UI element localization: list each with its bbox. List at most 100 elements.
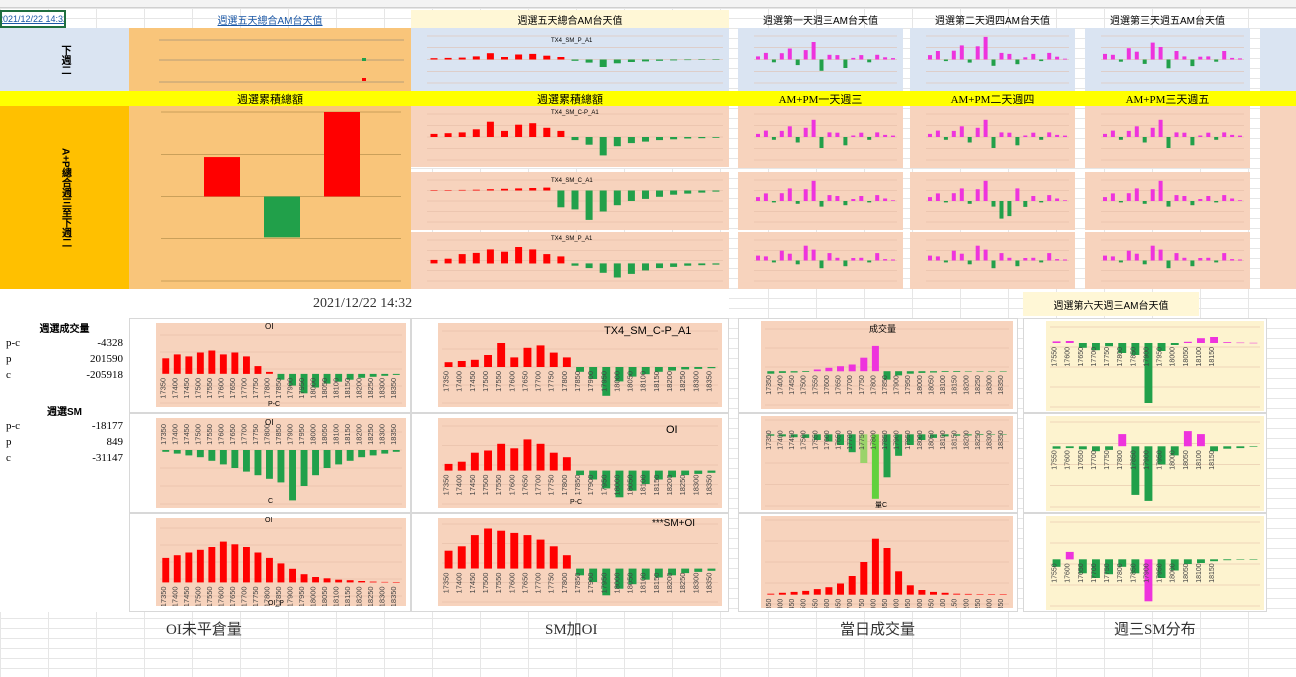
bar	[656, 59, 663, 61]
vol-c-chart: 17350 17400 17450 17500 17550 17600 17650 17700…	[738, 413, 1018, 513]
bar	[1039, 201, 1044, 203]
bar	[654, 470, 663, 480]
bar	[859, 132, 864, 137]
tick-label: 18100	[639, 475, 648, 496]
tick-label: 17900	[586, 475, 595, 496]
bar	[859, 196, 864, 201]
bar	[266, 371, 273, 374]
bar	[1126, 193, 1131, 201]
bar	[1047, 195, 1052, 201]
bar	[1182, 257, 1187, 261]
tick-label: 18250	[975, 375, 982, 395]
bar	[231, 450, 239, 468]
tick-label: 18200	[963, 375, 970, 395]
bar	[959, 45, 964, 60]
bar	[1105, 559, 1113, 575]
tick-label: 17400	[170, 586, 179, 606]
bar	[875, 132, 880, 137]
header-ampm3: AM+PM三天週五	[1125, 93, 1210, 106]
bar	[976, 434, 984, 435]
bar	[1222, 253, 1227, 261]
tick-label: 18200	[665, 371, 674, 392]
bar	[627, 263, 635, 274]
tick-label: 17900	[894, 599, 901, 608]
small-chart-cp-title: TX4_SM_C-P_A1	[551, 110, 599, 116]
wed-sm-chart-3: 17550 17600 17650 17700 17750 17800 17850 17900…	[1023, 513, 1267, 612]
bar	[668, 470, 676, 478]
bar	[1039, 260, 1044, 263]
bar	[543, 127, 551, 137]
stats-panel: 週選成交量 p-c -4328 p 201590 c -205918 週選SM p-c…	[0, 318, 129, 612]
ampm3-chart-c	[1085, 232, 1250, 289]
bar	[967, 137, 972, 143]
bar	[867, 201, 872, 203]
bar	[1190, 137, 1195, 146]
bar	[1170, 559, 1179, 571]
bar	[585, 190, 593, 220]
bar	[843, 59, 848, 68]
bar	[472, 189, 480, 191]
bar	[1158, 47, 1163, 60]
bar	[943, 59, 948, 62]
bar	[277, 563, 285, 583]
tick-label: 17600	[1065, 563, 1072, 583]
small-chart-p-top-svg	[427, 35, 723, 84]
header-day1: 週選第一天週三AM台天值	[763, 15, 878, 27]
bar	[802, 434, 810, 438]
header-day2: 週選第二天週四AM台天值	[935, 15, 1050, 27]
bar	[1214, 59, 1219, 62]
bar	[1047, 52, 1052, 60]
bar	[953, 434, 961, 436]
bar	[983, 36, 988, 60]
tick-label: 18250	[975, 430, 982, 450]
bar	[712, 59, 720, 60]
sm-pc-title: TX4_SM_C-P_A1	[604, 325, 692, 337]
tick-label: 18050	[1183, 450, 1190, 470]
bar	[486, 121, 494, 137]
tick-label: 18000	[612, 573, 621, 594]
tick-label: 18050	[626, 573, 635, 594]
bar	[335, 579, 343, 583]
bar	[813, 434, 821, 440]
bar	[486, 189, 494, 191]
tick-label: 18250	[366, 586, 375, 606]
tick-label: 18350	[998, 375, 1005, 395]
bar	[851, 258, 856, 261]
bar	[162, 358, 170, 374]
ampm1-chart-a	[738, 106, 903, 168]
bar	[641, 470, 650, 484]
active-cell[interactable]: 2021/12/22 14:32	[0, 10, 66, 28]
bar	[486, 249, 494, 264]
ampm1-chart-b	[738, 172, 903, 230]
bar	[497, 530, 506, 569]
tick-label: 17400	[455, 371, 464, 392]
tick-label: 18350	[389, 378, 398, 399]
bar	[642, 263, 649, 271]
bar	[811, 42, 816, 60]
bar	[472, 252, 480, 264]
bar	[975, 46, 980, 60]
tick-label: 17450	[789, 599, 796, 608]
bar	[1230, 198, 1235, 201]
bar	[1157, 559, 1166, 578]
bar	[543, 55, 551, 60]
bar	[589, 367, 598, 379]
bar	[1230, 259, 1235, 261]
tick-label: 18050	[928, 430, 935, 450]
bar	[599, 59, 607, 67]
stats-value: -18177	[91, 420, 123, 432]
small-chart-p-title: TX4_SM_P_A1	[551, 38, 593, 44]
bar	[571, 137, 579, 141]
header-am5-link[interactable]: 週選五天總合AM台天值	[217, 15, 323, 27]
tick-label: 17550	[205, 378, 214, 399]
stats-key: p	[6, 353, 12, 365]
bar	[681, 367, 690, 370]
bar	[1166, 260, 1171, 269]
bar	[457, 361, 466, 367]
tick-label: 17900	[286, 424, 295, 445]
tick-label: 17800	[1117, 347, 1124, 367]
bar	[767, 434, 775, 436]
tick-label: 17850	[274, 378, 283, 399]
bar	[999, 132, 1004, 137]
bar	[323, 578, 331, 583]
